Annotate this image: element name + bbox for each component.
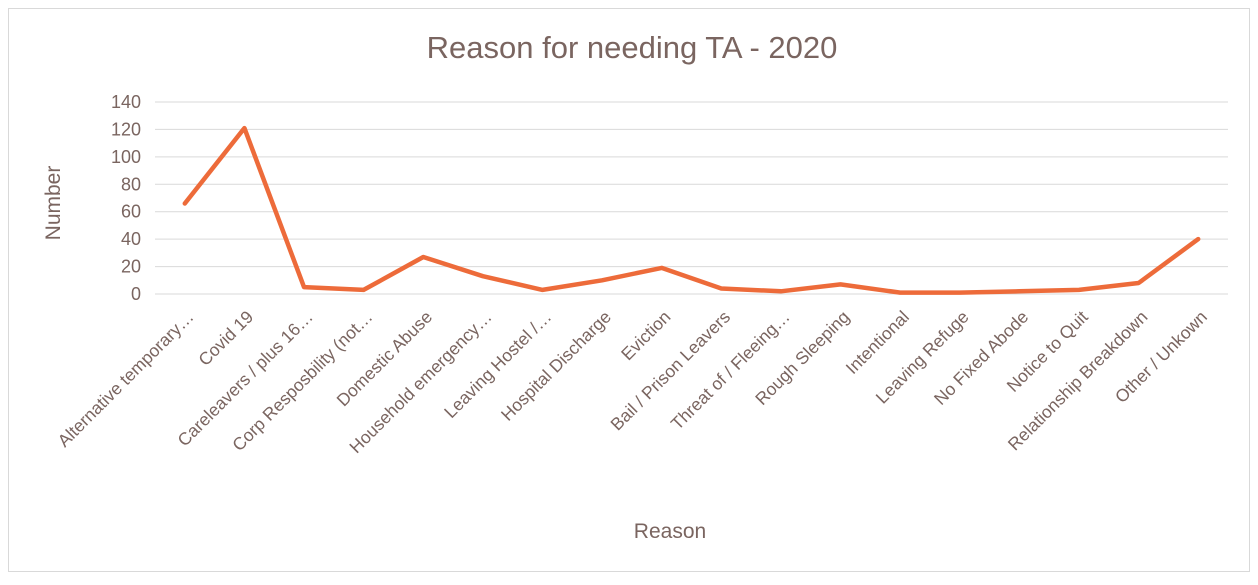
y-tick-label: 120 <box>111 119 141 139</box>
y-tick-label: 0 <box>131 284 141 304</box>
chart-title: Reason for needing TA - 2020 <box>427 30 838 65</box>
y-tick-label: 20 <box>121 257 141 277</box>
series-line <box>182 125 1201 295</box>
y-tick-labels: 0 20 40 60 80 100 120 140 <box>111 92 141 304</box>
y-tick-label: 100 <box>111 147 141 167</box>
y-tick-label: 60 <box>121 202 141 222</box>
y-axis-label: Number <box>42 166 65 241</box>
x-axis-label: Reason <box>634 520 706 543</box>
y-tick-label: 140 <box>111 92 141 112</box>
y-tick-label: 80 <box>121 174 141 194</box>
y-tick-label: 40 <box>121 229 141 249</box>
gridlines <box>155 101 1228 295</box>
